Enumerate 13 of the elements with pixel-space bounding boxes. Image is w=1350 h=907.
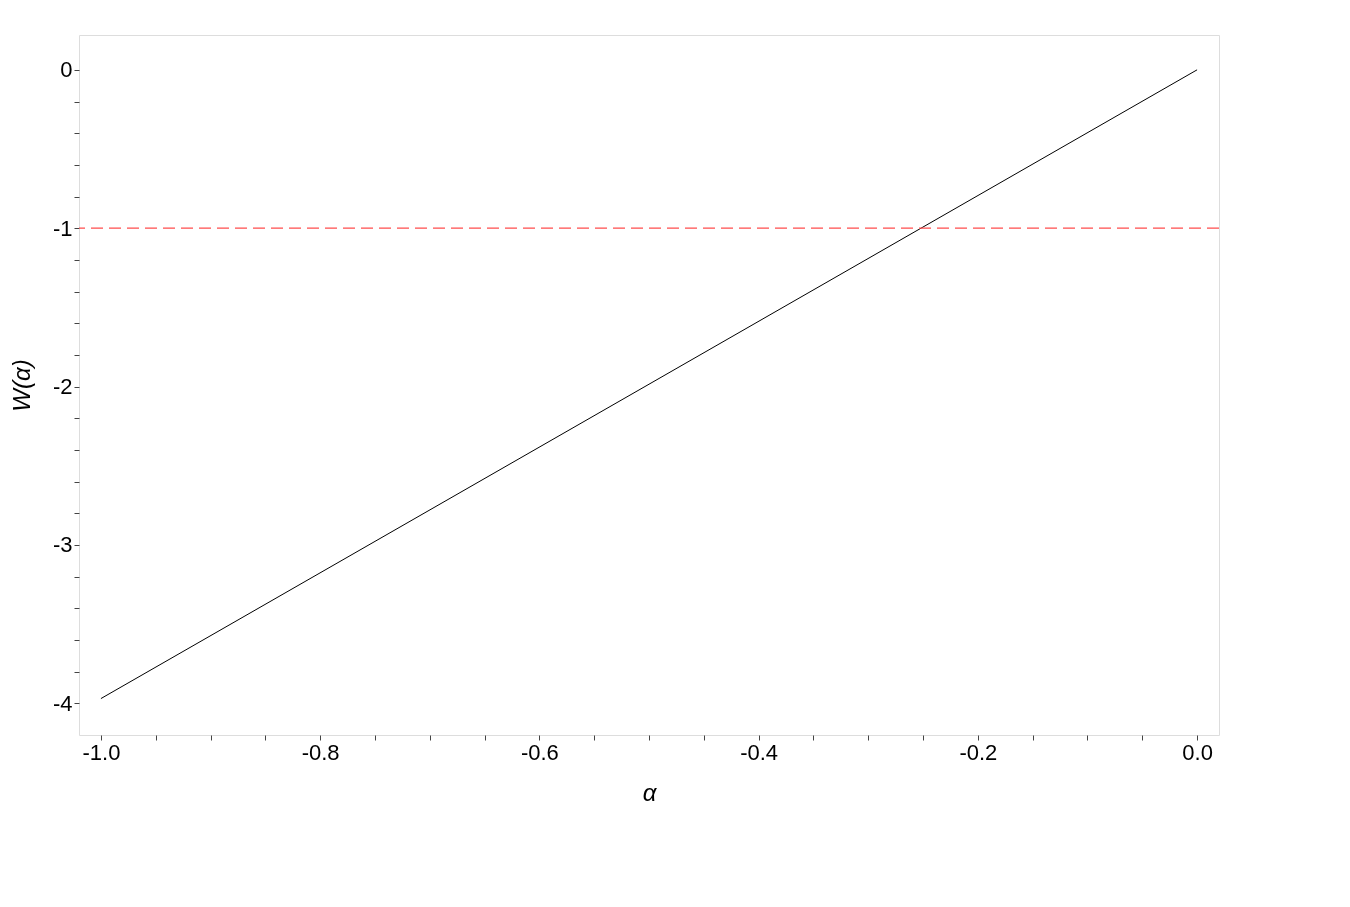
x-axis-title: α bbox=[642, 778, 658, 806]
x-tick-label: -1.0 bbox=[82, 739, 121, 765]
x-tick-label: -0.2 bbox=[959, 739, 998, 765]
y-tick-label: 0 bbox=[60, 57, 73, 83]
x-tick-label: -0.6 bbox=[520, 739, 559, 765]
x-tick-label: -0.8 bbox=[301, 739, 340, 765]
y-tick-label: -3 bbox=[52, 532, 73, 558]
y-tick-label: -1 bbox=[52, 215, 73, 241]
y-axis-title: W(α) bbox=[7, 359, 35, 412]
y-tick-label: -2 bbox=[52, 374, 73, 400]
x-tick-label: -0.4 bbox=[740, 739, 779, 765]
y-tick-label: -4 bbox=[52, 690, 73, 716]
x-tick-label: 0.0 bbox=[1182, 739, 1213, 765]
